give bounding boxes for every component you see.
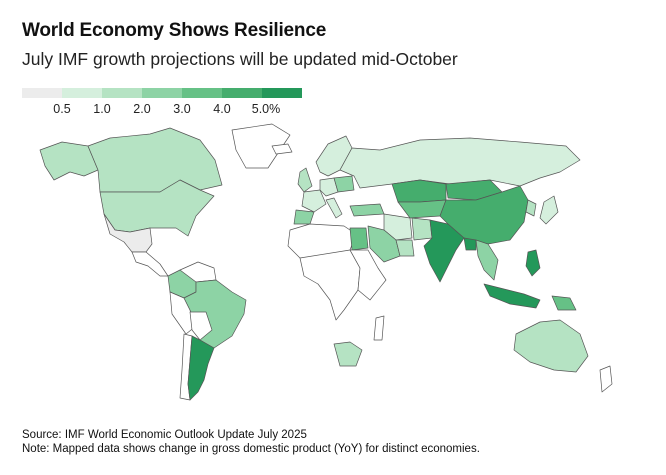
region-central-america — [131, 251, 169, 277]
legend-swatch — [102, 88, 142, 98]
region-germany — [319, 177, 339, 197]
region-south-africa — [333, 341, 363, 367]
region-east-africa — [349, 249, 387, 301]
region-papua-new-guinea — [551, 295, 577, 311]
region-iceland — [271, 143, 293, 155]
chart-title: World Economy Shows Resilience — [22, 20, 327, 41]
color-legend: 0.5 1.0 2.0 3.0 4.0 5.0% — [22, 88, 302, 122]
region-spain — [293, 209, 315, 225]
region-russia — [339, 137, 581, 189]
region-india — [423, 219, 465, 283]
region-bolivia — [189, 311, 213, 341]
region-iran — [383, 213, 413, 241]
region-kazakhstan — [391, 179, 447, 203]
region-philippines — [525, 249, 541, 277]
source-note: Source: IMF World Economic Outlook Updat… — [22, 429, 307, 441]
legend-label: 0.5 — [53, 102, 71, 116]
legend-label: 3.0 — [173, 102, 191, 116]
region-madagascar — [373, 315, 385, 341]
region-canada — [87, 127, 223, 193]
region-egypt — [349, 227, 369, 251]
legend-label: 1.0 — [93, 102, 111, 116]
legend-swatch — [22, 88, 62, 98]
region-france — [301, 189, 327, 213]
region-korea — [525, 199, 537, 217]
region-italy — [325, 197, 343, 219]
legend-swatch — [182, 88, 222, 98]
region-indonesia — [483, 283, 541, 309]
legend-label: 2.0 — [133, 102, 151, 116]
legend-label: 5.0% — [251, 102, 281, 116]
region-central-africa — [299, 249, 361, 321]
region-greenland — [231, 123, 291, 169]
region-central-asia — [397, 199, 447, 219]
region-japan — [539, 195, 559, 225]
chart-subtitle: July IMF growth projections will be upda… — [22, 49, 458, 69]
legend-swatch — [222, 88, 262, 98]
region-alaska — [39, 141, 99, 181]
legend-swatch — [262, 88, 302, 98]
region-southeast-asia-mainland — [475, 239, 499, 281]
region-pakistan — [411, 217, 433, 241]
region-bangladesh — [463, 237, 477, 251]
region-mexico — [103, 213, 153, 253]
region-argentina — [187, 335, 215, 401]
world-map — [39, 123, 613, 401]
region-poland — [333, 175, 355, 193]
region-united-kingdom — [297, 167, 313, 193]
region-new-zealand — [599, 365, 613, 393]
data-note: Note: Mapped data shows change in gross … — [22, 443, 480, 455]
region-venezuela — [179, 261, 217, 283]
region-gulf-states — [395, 239, 415, 257]
region-china — [439, 185, 529, 245]
legend-swatch — [142, 88, 182, 98]
legend-swatch — [62, 88, 102, 98]
legend-label: 4.0 — [213, 102, 231, 116]
region-australia — [513, 319, 589, 373]
chart-footer: Source: IMF World Economic Outlook Updat… — [22, 428, 480, 456]
region-turkey — [349, 203, 385, 217]
